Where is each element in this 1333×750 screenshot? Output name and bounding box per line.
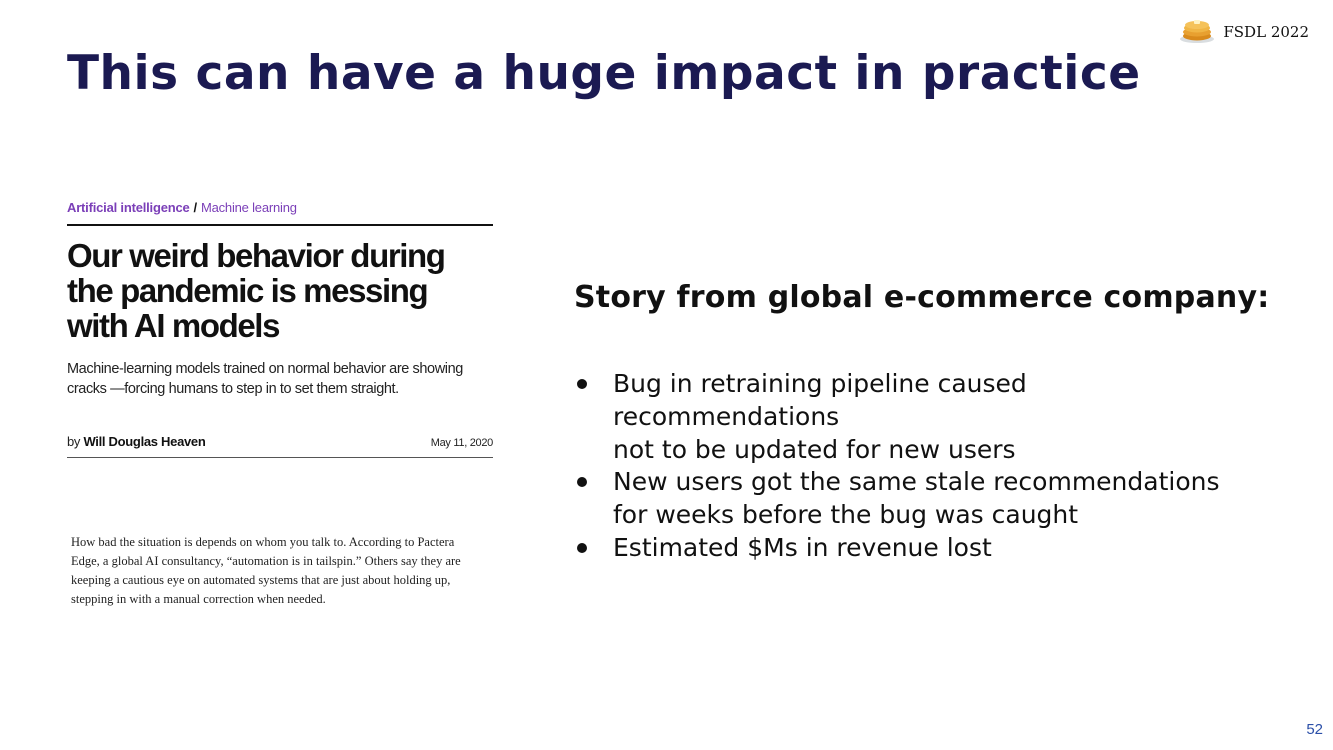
- badge-label: FSDL 2022: [1223, 23, 1309, 41]
- body-line: keeping a cautious eye on automated syst…: [71, 573, 451, 587]
- story-panel: Story from global e-commerce company: Bu…: [574, 280, 1314, 565]
- body-line: stepping in with a manual correction whe…: [71, 592, 326, 606]
- bullet-dot-icon: [577, 477, 587, 488]
- body-line: Edge, a global AI consultancy, “automati…: [71, 554, 461, 568]
- story-bullet: New users got the same stale recommendat…: [574, 466, 1314, 532]
- article-date: May 11, 2020: [430, 437, 494, 449]
- bullet-line: Estimated $Ms in revenue lost: [613, 532, 992, 562]
- bullet-line: New users got the same stale recommendat…: [613, 467, 1220, 497]
- article-body-excerpt: How bad the situation is depends on whom…: [71, 533, 501, 609]
- article-category: Artificial intelligence: [67, 200, 190, 215]
- dek-line: Machine-learning models trained on norma…: [67, 361, 463, 377]
- article-bottom-rule: [67, 457, 493, 458]
- story-heading: Story from global e-commerce company:: [574, 280, 1270, 315]
- bullet-line: not to be updated for new users: [613, 434, 1016, 464]
- bullet-line: Bug in retraining pipeline caused: [613, 369, 1027, 398]
- bullet-dot-icon: [577, 542, 587, 553]
- body-line: How bad the situation is depends on whom…: [71, 535, 455, 549]
- headline-line: the pandemic is messing: [67, 272, 429, 309]
- fsdl-badge: FSDL 2022: [1179, 16, 1309, 48]
- article-byline-row: by Will Douglas Heaven May 11, 2020: [67, 434, 493, 449]
- article-screenshot: Artificial intelligence / Machine learning…: [67, 200, 493, 458]
- article-subcategory: Machine learning: [200, 200, 297, 215]
- bullet-line: recommendations: [613, 401, 840, 431]
- article-top-rule: [67, 224, 493, 226]
- article-dek: Machine-learning models trained on norma…: [67, 359, 493, 399]
- breadcrumb-separator: /: [193, 200, 198, 215]
- bullet-line: for weeks before the bug was caught: [613, 500, 1079, 530]
- page-number: 52: [1306, 721, 1323, 738]
- story-bullet: Bug in retraining pipeline caused recomm…: [574, 368, 1314, 466]
- article-byline: by Will Douglas Heaven: [67, 434, 206, 449]
- article-author: Will Douglas Heaven: [83, 434, 206, 449]
- headline-line: Our weird behavior during: [67, 237, 446, 274]
- dek-line: cracks —forcing humans to step in to set…: [67, 381, 399, 397]
- story-bullet: Estimated $Ms in revenue lost: [574, 532, 1314, 565]
- slide-title: This can have a huge impact in practice: [67, 46, 1141, 101]
- article-breadcrumb: Artificial intelligence / Machine learning: [67, 200, 493, 218]
- byline-prefix: by: [67, 434, 81, 449]
- story-bullet-list: Bug in retraining pipeline caused recomm…: [574, 368, 1314, 565]
- pancake-stack-icon: [1179, 16, 1215, 48]
- headline-line: with AI models: [67, 307, 280, 344]
- bullet-dot-icon: [577, 379, 587, 389]
- article-headline: Our weird behavior during the pandemic i…: [67, 238, 493, 343]
